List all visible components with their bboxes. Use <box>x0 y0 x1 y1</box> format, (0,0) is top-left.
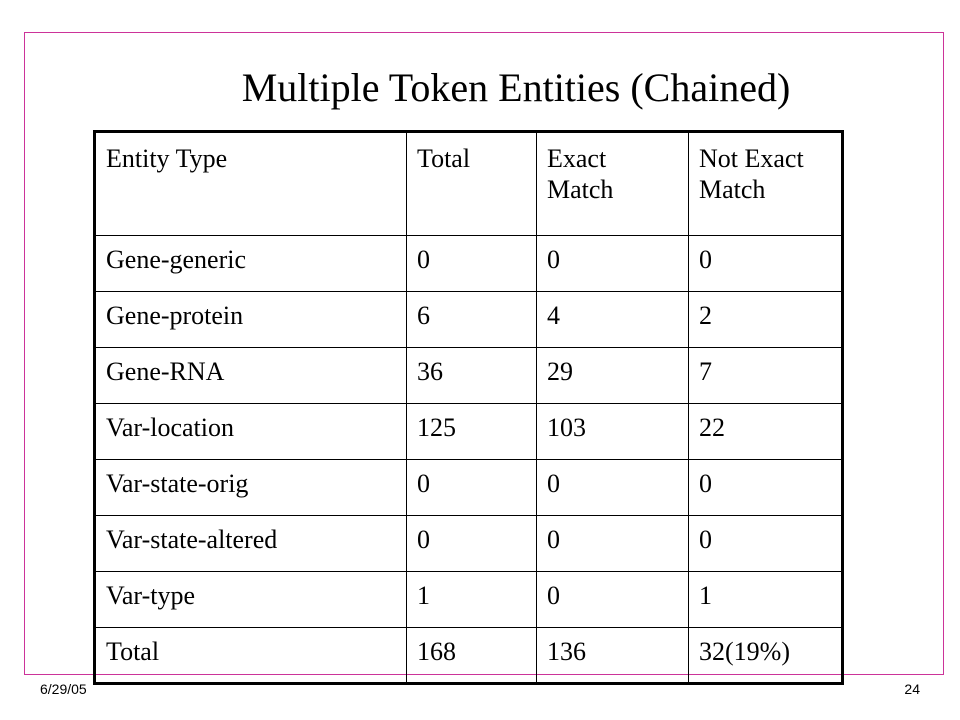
cell-not-exact-match: 7 <box>688 347 843 404</box>
slide-title: Multiple Token Entities (Chained) <box>241 65 791 110</box>
cell-total: 36 <box>406 347 537 404</box>
table-row: Var-type 1 0 1 <box>94 571 843 628</box>
cell-entity-type: Var-state-altered <box>94 515 407 572</box>
table-header-row: Entity Type Total Exact Match Not Exact … <box>94 131 843 236</box>
table-row: Gene-RNA 36 29 7 <box>94 347 843 404</box>
cell-entity-type: Total <box>94 627 407 684</box>
header-total: Total <box>406 131 537 236</box>
cell-total: 0 <box>406 235 537 292</box>
cell-entity-type: Gene-protein <box>94 291 407 348</box>
cell-exact-match: 136 <box>536 627 689 684</box>
cell-exact-match: 29 <box>536 347 689 404</box>
cell-total: 1 <box>406 571 537 628</box>
cell-entity-type: Var-type <box>94 571 407 628</box>
table-row: Var-state-altered 0 0 0 <box>94 515 843 572</box>
cell-not-exact-match: 0 <box>688 459 843 516</box>
table-row: Gene-generic 0 0 0 <box>94 235 843 292</box>
table-row: Var-location 125 103 22 <box>94 403 843 460</box>
cell-not-exact-match: 0 <box>688 515 843 572</box>
cell-total: 0 <box>406 515 537 572</box>
cell-exact-match: 0 <box>536 235 689 292</box>
footer-page-number: 24 <box>904 681 920 697</box>
cell-exact-match: 4 <box>536 291 689 348</box>
cell-exact-match: 103 <box>536 403 689 460</box>
table-row: Var-state-orig 0 0 0 <box>94 459 843 516</box>
table-row: Gene-protein 6 4 2 <box>94 291 843 348</box>
footer-date: 6/29/05 <box>40 681 87 697</box>
cell-not-exact-match: 22 <box>688 403 843 460</box>
cell-exact-match: 0 <box>536 571 689 628</box>
cell-not-exact-match: 0 <box>688 235 843 292</box>
cell-entity-type: Var-state-orig <box>94 459 407 516</box>
cell-exact-match: 0 <box>536 459 689 516</box>
cell-total: 125 <box>406 403 537 460</box>
cell-total: 168 <box>406 627 537 684</box>
cell-total: 6 <box>406 291 537 348</box>
table-row-total: Total 168 136 32(19%) <box>94 627 843 684</box>
cell-not-exact-match: 1 <box>688 571 843 628</box>
cell-exact-match: 0 <box>536 515 689 572</box>
cell-entity-type: Var-location <box>94 403 407 460</box>
results-table: Entity Type Total Exact Match Not Exact … <box>93 130 844 685</box>
cell-entity-type: Gene-generic <box>94 235 407 292</box>
header-entity-type: Entity Type <box>94 131 407 236</box>
cell-entity-type: Gene-RNA <box>94 347 407 404</box>
cell-not-exact-match: 32(19%) <box>688 627 843 684</box>
cell-total: 0 <box>406 459 537 516</box>
header-exact-match: Exact Match <box>536 131 689 236</box>
cell-not-exact-match: 2 <box>688 291 843 348</box>
header-not-exact-match: Not Exact Match <box>688 131 843 236</box>
